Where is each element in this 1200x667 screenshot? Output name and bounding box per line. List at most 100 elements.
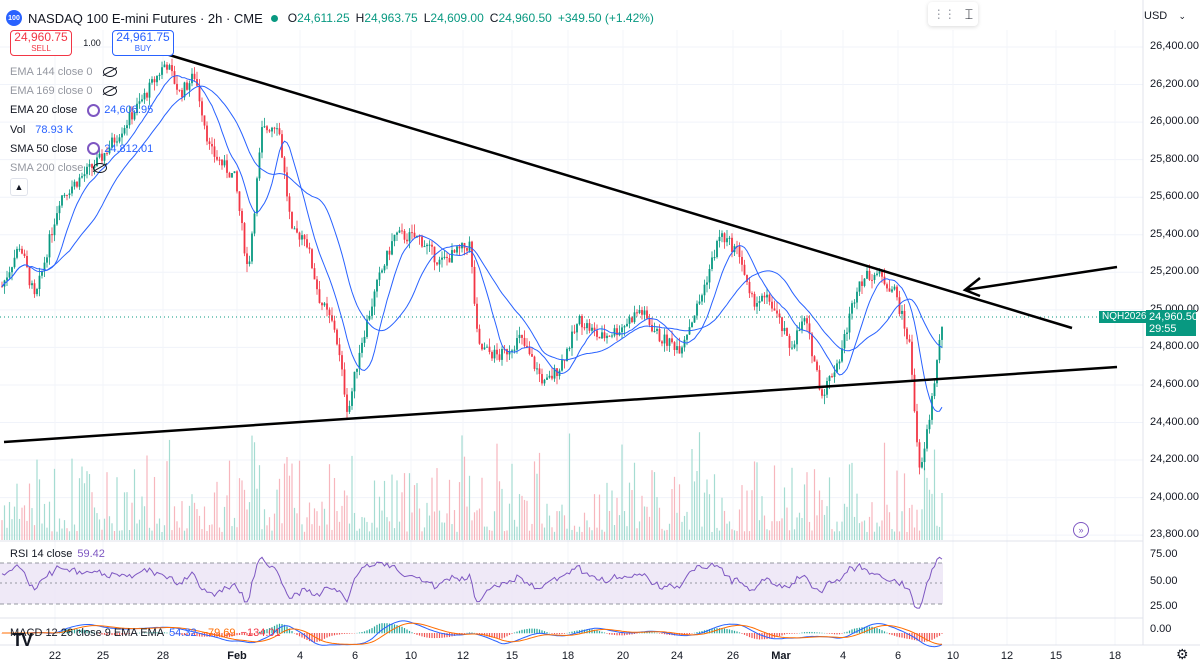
volume-bar [418,508,421,540]
indicator-row[interactable]: EMA 20 close 24,606.95 [10,101,153,120]
eye-hidden-icon[interactable] [102,66,117,77]
volume-bar [858,523,861,540]
candle-body [61,195,63,206]
tradingview-logo-icon[interactable]: TV [12,630,33,650]
price-tick: 24,000.00 [1150,490,1199,503]
candle-body [233,171,236,174]
volume-bar [618,515,621,540]
volume-bar [486,526,488,540]
scroll-to-realtime-icon[interactable]: » [1073,522,1089,538]
volume-bar [646,506,648,540]
volume-bar [466,506,468,540]
macd-signal-line [2,622,942,645]
candle-body [178,89,181,91]
macd-hist-bar [86,630,88,634]
volume-bar [303,531,306,540]
volume-bar [598,494,601,540]
macd-hist-bar [918,633,921,642]
candlestick-series[interactable] [1,58,943,475]
trade-panel: 24,960.75 SELL 1.00 24,961.75 BUY [10,30,174,56]
measure-tool-icon[interactable]: ⌶ [964,5,974,22]
macd-hist-bar [733,630,736,634]
macd-hist-bar [118,633,121,635]
volume-bar [578,526,581,540]
candle-body [656,328,658,331]
volume-bar [51,531,53,540]
eye-hidden-icon[interactable] [93,163,108,174]
drag-handle-icon[interactable]: ⋮⋮ [932,7,956,21]
volume-bar [141,496,143,540]
floating-toolbar[interactable]: ⋮⋮ ⌶ [928,2,978,26]
indicator-row[interactable]: SMA 200 close [10,158,153,177]
macd-hist-bar [103,633,106,635]
symbol-logo-icon[interactable]: 100 [6,10,22,26]
eye-hidden-icon[interactable] [102,85,117,96]
volume-bar [63,520,66,540]
candle-body [931,396,933,420]
macd-hist-bar [648,632,651,634]
macd-hist-bar [696,632,698,634]
volume-bar [156,523,158,540]
macd-hist-bar [268,628,271,634]
indicator-row[interactable]: Vol 78.93 K [10,120,153,139]
volume-bar [346,495,348,540]
macd-hist-bar [808,631,811,634]
candle-body [248,261,251,264]
candle-body [718,236,721,241]
macd-hist-bar [151,632,153,634]
candle-body [563,360,566,362]
candle-body [191,73,193,84]
macd-hist-bar [656,632,658,634]
rsi-legend[interactable]: RSI 14 close 59.42 [10,548,105,560]
volume-bar [746,490,748,540]
volume-bar [168,439,171,540]
volume-bar [316,511,318,540]
macd-hist-bar [173,633,176,634]
buy-button[interactable]: 24,961.75 BUY [112,30,174,56]
candle-body [523,337,526,346]
indicator-row[interactable]: EMA 144 close 0 [10,62,153,81]
indicator-row[interactable]: SMA 50 close 24,812.01 [10,139,153,158]
descending-trendline[interactable] [165,52,1073,330]
volume-bar [658,507,661,540]
candle-body [241,210,243,224]
candle-body [366,319,368,337]
gear-icon[interactable]: ⚙ [1176,646,1189,662]
arrow-shaft[interactable] [964,265,1118,292]
macd-hist-bar [133,633,136,634]
volume-bar [33,525,36,540]
macd-legend[interactable]: MACD 12 26 close 9 EMA EMA 54.32 −79.69 … [10,627,281,639]
ohlc-value: 24,963.75 [364,11,418,25]
macd-hist-bar [776,633,778,637]
sell-button[interactable]: 24,960.75 SELL [10,30,72,56]
macd-hist-bar [701,631,703,634]
arrow-head[interactable] [962,277,981,298]
candle-body [878,271,881,274]
collapse-legend-button[interactable]: ▲ [10,178,28,196]
indicator-row[interactable]: EMA 169 close 0 [10,81,153,100]
macd-hist-bar [646,632,648,634]
candle-body [478,328,481,344]
macd-hist-bar [511,633,513,634]
ascending-trendline[interactable] [3,365,1118,444]
price-tick: 25,200.00 [1150,265,1199,278]
volume-bar [326,524,328,540]
macd-hist-bar [298,633,301,637]
ohlc-value: 24,611.25 [297,11,350,25]
volume-bar [846,506,848,540]
candle-body [711,257,713,270]
indicator-settings-icon[interactable] [87,103,101,117]
macd-hist-bar [168,632,171,634]
volume-bar [731,529,733,540]
macd-hist-bar [406,629,408,634]
candle-body [348,405,351,412]
symbol-title[interactable]: NASDAQ 100 E-mini Futures · 2h · CME [28,10,263,26]
candle-body [131,112,133,120]
price-tick: 25,400.00 [1150,227,1199,240]
volume-bar [463,456,466,540]
currency-select[interactable]: USD ⌄ [1140,6,1190,26]
volume-bar [178,527,181,540]
indicator-settings-icon[interactable] [87,142,101,156]
candle-body [356,368,358,372]
